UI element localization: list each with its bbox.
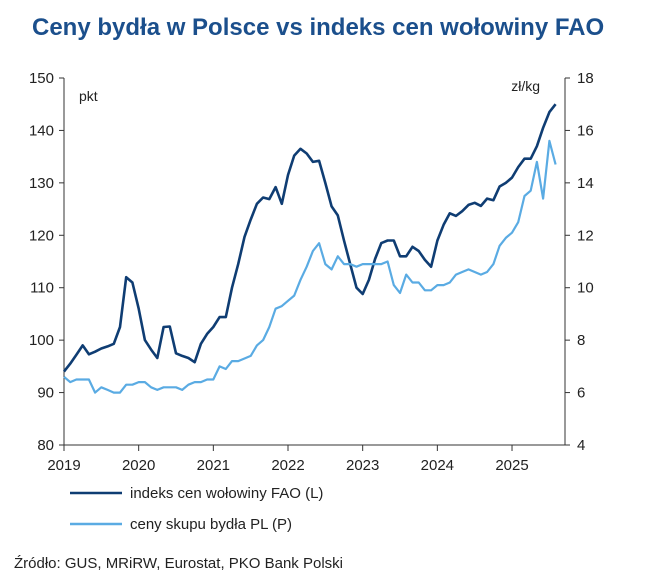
right-tick-label: 10 xyxy=(577,280,594,297)
left-tick-label: 140 xyxy=(29,122,54,139)
left-tick-label: 80 xyxy=(37,437,54,454)
legend-label: ceny skupu bydła PL (P) xyxy=(130,516,292,533)
right-tick-label: 18 xyxy=(577,70,594,87)
axes xyxy=(59,77,570,451)
legend: indeks cen wołowiny FAO (L) ceny skupu by… xyxy=(70,485,323,533)
series-line-pl-cattle-prices xyxy=(63,139,557,394)
x-tick-label: 2024 xyxy=(421,457,454,474)
left-tick-label: 130 xyxy=(29,175,54,192)
series-line-fao-index xyxy=(62,103,557,373)
x-tick-label: 2023 xyxy=(346,457,379,474)
left-tick-label: 150 xyxy=(29,70,54,87)
right-tick-label: 14 xyxy=(577,175,594,192)
left-tick-label: 100 xyxy=(29,332,54,349)
x-tick-label: 2020 xyxy=(122,457,155,474)
right-tick-label: 6 xyxy=(577,385,585,402)
right-axis-unit: zł/kg xyxy=(511,78,540,94)
right-tick-label: 4 xyxy=(577,437,585,454)
legend-label: indeks cen wołowiny FAO (L) xyxy=(130,485,323,502)
left-tick-label: 120 xyxy=(29,227,54,244)
x-tick-label: 2021 xyxy=(197,457,230,474)
left-tick-label: 110 xyxy=(30,280,54,297)
right-tick-label: 16 xyxy=(577,122,594,139)
x-tick-label: 2022 xyxy=(271,457,304,474)
left-axis-unit: pkt xyxy=(79,88,98,104)
chart-title: Ceny bydła w Polsce vs indeks cen wołowi… xyxy=(32,14,605,41)
tick-labels: 80 90 100 110 120 130 140 150 4 6 8 10 12 14 16 18 2019 2… xyxy=(29,70,594,474)
left-tick-label: 90 xyxy=(37,385,54,402)
x-tick-label: 2025 xyxy=(495,457,528,474)
source-note: Źródło: GUS, MRiRW, Eurostat, PKO Bank P… xyxy=(14,555,343,572)
x-tick-label: 2019 xyxy=(47,457,80,474)
series-lines xyxy=(62,103,557,394)
right-tick-label: 8 xyxy=(577,332,585,349)
right-tick-label: 12 xyxy=(577,227,594,244)
